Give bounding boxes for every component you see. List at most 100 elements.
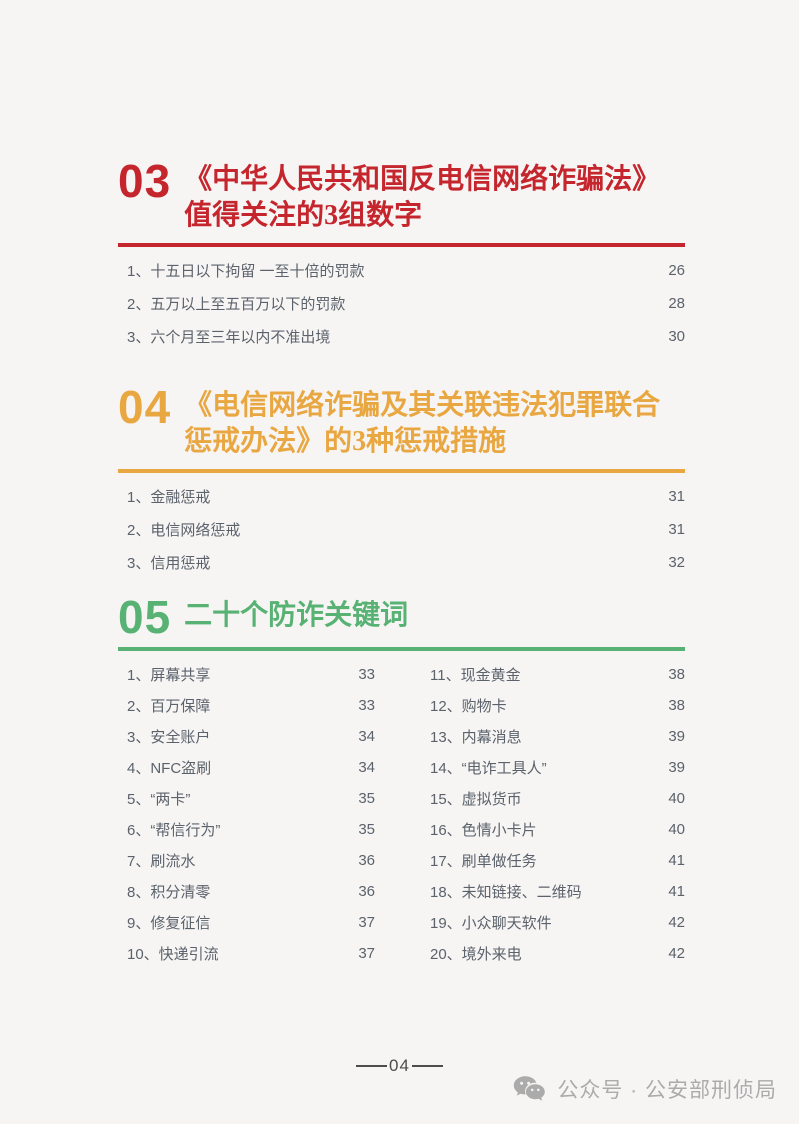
toc-item-label: 1、屏幕共享: [127, 667, 211, 684]
toc-item: 6、“帮信行为” 35: [118, 814, 375, 845]
toc-item-label: 3、六个月至三年以内不准出境: [127, 329, 331, 346]
toc-item-page: 39: [668, 728, 685, 745]
toc-item-page: 41: [668, 852, 685, 869]
toc-item: 15、虚拟货币 40: [421, 783, 685, 814]
toc-item-page: 37: [358, 914, 375, 931]
toc-item-label: 4、NFC盗刷: [127, 760, 212, 777]
toc-item-label: 17、刷单做任务: [430, 853, 537, 870]
watermark-text: 公众号 · 公安部刑侦局: [557, 1079, 777, 1102]
page-number-dash-right: [411, 1065, 443, 1067]
toc-item-page: 35: [358, 790, 375, 807]
toc-item: 3、六个月至三年以内不准出境 30: [118, 320, 685, 353]
section-05-header: 05 二十个防诈关键词: [118, 591, 685, 643]
toc-item-label: 18、未知链接、二维码: [430, 884, 582, 901]
toc-item: 3、安全账户 34: [118, 721, 375, 752]
wechat-icon: [514, 1076, 546, 1101]
toc-item-label: 7、刷流水: [127, 853, 196, 870]
toc-item: 11、现金黄金 38: [421, 659, 685, 690]
section-03-toc: 1、十五日以下拘留 一至十倍的罚款 26 2、五万以上至五百万以下的罚款 28 …: [118, 254, 685, 353]
toc-item-page: 34: [358, 728, 375, 745]
toc-item-label: 9、修复征信: [127, 915, 211, 932]
toc-item: 1、屏幕共享 33: [118, 659, 375, 690]
toc-item: 5、“两卡” 35: [118, 783, 375, 814]
section-05-toc: 1、屏幕共享 33 2、百万保障 33 3、安全账户 34 4、NFC盗刷 34…: [118, 659, 685, 969]
toc-item-page: 38: [668, 697, 685, 714]
toc-item: 18、未知链接、二维码 41: [421, 876, 685, 907]
toc-item: 19、小众聊天软件 42: [421, 907, 685, 938]
toc-item-label: 2、五万以上至五百万以下的罚款: [127, 296, 346, 313]
toc-item: 2、电信网络惩戒 31: [118, 513, 685, 546]
toc-item-label: 10、快递引流: [127, 946, 219, 963]
section-divider: [118, 469, 685, 473]
toc-item-page: 41: [668, 883, 685, 900]
section-03: 03 《中华人民共和国反电信网络诈骗法》值得关注的3组数字 1、十五日以下拘留 …: [118, 155, 685, 353]
toc-item: 1、十五日以下拘留 一至十倍的罚款 26: [118, 254, 685, 287]
toc-item-page: 38: [668, 666, 685, 683]
toc-item-page: 31: [668, 521, 685, 538]
page-number: 04: [389, 1056, 410, 1075]
toc-item-label: 20、境外来电: [430, 946, 522, 963]
toc-item-page: 36: [358, 883, 375, 900]
toc-item-label: 11、现金黄金: [430, 667, 521, 684]
toc-item-page: 40: [668, 821, 685, 838]
toc-column-right: 11、现金黄金 38 12、购物卡 38 13、内幕消息 39 14、“电诈工具…: [421, 659, 685, 969]
section-number: 05: [118, 591, 172, 643]
toc-item: 2、五万以上至五百万以下的罚款 28: [118, 287, 685, 320]
toc-item-label: 19、小众聊天软件: [430, 915, 552, 932]
toc-item: 2、百万保障 33: [118, 690, 375, 721]
section-divider: [118, 647, 685, 651]
toc-item: 9、修复征信 37: [118, 907, 375, 938]
toc-item: 8、积分清零 36: [118, 876, 375, 907]
toc-item-page: 33: [358, 697, 375, 714]
toc-item: 17、刷单做任务 41: [421, 845, 685, 876]
section-title: 《电信网络诈骗及其关联违法犯罪联合惩戒办法》的3种惩戒措施: [184, 390, 661, 457]
section-title: 《中华人民共和国反电信网络诈骗法》值得关注的3组数字: [184, 164, 661, 231]
toc-item-page: 34: [358, 759, 375, 776]
toc-item-page: 40: [668, 790, 685, 807]
toc-item-label: 8、积分清零: [127, 884, 211, 901]
section-04: 04 《电信网络诈骗及其关联违法犯罪联合惩戒办法》的3种惩戒措施 1、金融惩戒 …: [118, 381, 685, 579]
section-title: 二十个防诈关键词: [184, 600, 409, 631]
section-04-toc: 1、金融惩戒 31 2、电信网络惩戒 31 3、信用惩戒 32: [118, 480, 685, 579]
toc-item-page: 28: [668, 295, 685, 312]
footer-page-number: 04: [0, 1056, 799, 1076]
toc-item-page: 32: [668, 554, 685, 571]
toc-item-label: 1、十五日以下拘留 一至十倍的罚款: [127, 263, 365, 280]
toc-item: 20、境外来电 42: [421, 938, 685, 969]
toc-item: 7、刷流水 36: [118, 845, 375, 876]
watermark: 公众号 · 公安部刑侦局: [513, 1074, 777, 1104]
section-number: 04: [118, 381, 172, 433]
section-03-header: 03 《中华人民共和国反电信网络诈骗法》值得关注的3组数字: [118, 155, 685, 234]
toc-item-label: 5、“两卡”: [127, 791, 191, 808]
section-number: 03: [118, 155, 172, 207]
section-05: 05 二十个防诈关键词 1、屏幕共享 33 2、百万保障 33 3、安全账户 3…: [118, 591, 685, 969]
toc-item-label: 2、百万保障: [127, 698, 211, 715]
toc-item-page: 36: [358, 852, 375, 869]
toc-item-label: 16、色情小卡片: [430, 822, 537, 839]
toc-item-label: 14、“电诈工具人”: [430, 760, 547, 777]
toc-item-page: 35: [358, 821, 375, 838]
toc-item: 16、色情小卡片 40: [421, 814, 685, 845]
toc-item: 4、NFC盗刷 34: [118, 752, 375, 783]
toc-item: 1、金融惩戒 31: [118, 480, 685, 513]
toc-item-page: 33: [358, 666, 375, 683]
toc-item-label: 6、“帮信行为”: [127, 822, 221, 839]
toc-item-label: 15、虚拟货币: [430, 791, 522, 808]
toc-item: 3、信用惩戒 32: [118, 546, 685, 579]
toc-item-page: 42: [668, 914, 685, 931]
toc-item-page: 39: [668, 759, 685, 776]
toc-item-page: 30: [668, 328, 685, 345]
section-divider: [118, 243, 685, 247]
toc-item-label: 13、内幕消息: [430, 729, 522, 746]
toc-item-page: 42: [668, 945, 685, 962]
toc-column-left: 1、屏幕共享 33 2、百万保障 33 3、安全账户 34 4、NFC盗刷 34…: [118, 659, 375, 969]
toc-item: 14、“电诈工具人” 39: [421, 752, 685, 783]
toc-item-label: 2、电信网络惩戒: [127, 522, 241, 539]
toc-item-page: 37: [358, 945, 375, 962]
section-04-header: 04 《电信网络诈骗及其关联违法犯罪联合惩戒办法》的3种惩戒措施: [118, 381, 685, 460]
toc-item-page: 31: [668, 488, 685, 505]
toc-item-label: 12、购物卡: [430, 698, 507, 715]
toc-item: 10、快递引流 37: [118, 938, 375, 969]
toc-item-label: 1、金融惩戒: [127, 489, 211, 506]
